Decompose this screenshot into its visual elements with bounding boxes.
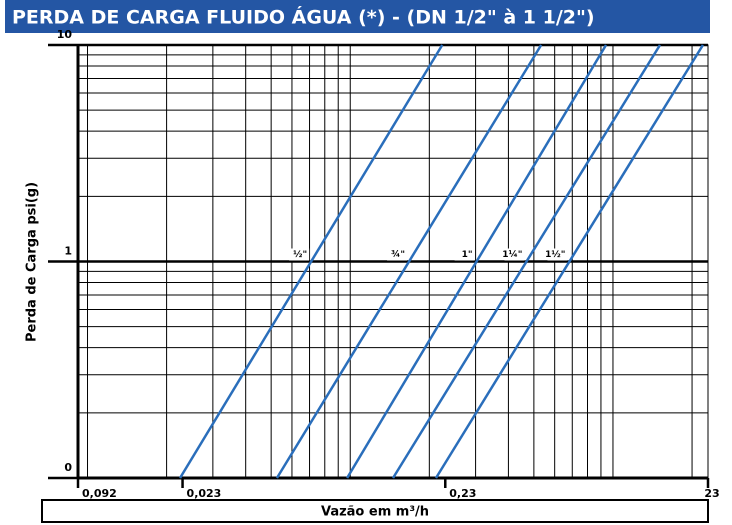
- series-label: 1": [462, 250, 473, 260]
- series-label-bg: [387, 248, 408, 261]
- series-label: 1¼": [502, 249, 522, 260]
- series-line: [346, 44, 608, 479]
- y-tick-label: 0: [64, 461, 72, 474]
- series-line: [275, 44, 543, 479]
- series-label: ¾": [391, 250, 405, 260]
- series-line: [391, 44, 662, 479]
- series-line: [178, 44, 444, 479]
- x-label-box: [41, 499, 709, 523]
- y-tick-label: 10: [57, 28, 73, 41]
- x-tick-label: 0,092: [82, 487, 117, 500]
- series-label-bg: [454, 248, 475, 261]
- x-tick-label: 0,023: [187, 487, 222, 500]
- series-line: [434, 44, 704, 479]
- title-bar: [5, 0, 710, 33]
- series-label: 1½": [545, 249, 565, 260]
- x-tick-label: 0,23: [449, 487, 476, 500]
- series-label-bg: [504, 248, 525, 261]
- x-axis-label: Vazão em m³/h: [321, 505, 429, 520]
- x-tick-label: 23: [704, 487, 719, 500]
- y-axis-label: Perda de Carga psi(g): [25, 182, 40, 342]
- y-tick-label: 1: [64, 245, 72, 258]
- series-label-bg: [547, 248, 568, 261]
- series-label-bg: [289, 248, 310, 261]
- chart-title: PERDA DE CARGA FLUIDO ÁGUA (*) - (DN 1/2…: [12, 6, 595, 29]
- series-label: ½": [293, 249, 307, 260]
